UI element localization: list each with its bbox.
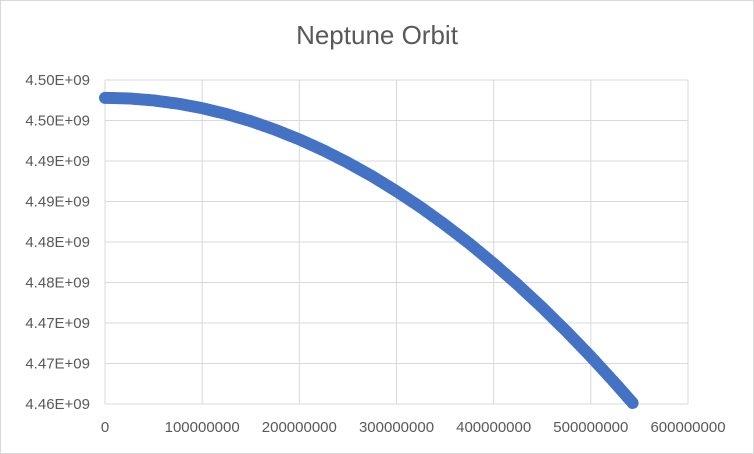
y-tick-label: 4.50E+09 [25,72,90,89]
y-tick-label: 4.49E+09 [25,153,90,170]
gridlines [104,79,689,405]
y-tick-label: 4.49E+09 [25,194,90,211]
y-tick-label: 4.47E+09 [25,315,90,332]
x-tick-label: 400000000 [456,419,531,436]
x-tick-label: 0 [101,419,109,436]
x-tick-label: 200000000 [262,419,337,436]
y-axis-tick-labels: 4.46E+09 4.47E+09 4.47E+09 4.48E+09 4.48E+09… [25,72,90,413]
y-tick-label: 4.48E+09 [25,234,90,251]
x-axis-tick-labels: 0 100000000 200000000 300000000 400000000 500… [101,419,726,436]
series-layer [99,91,639,409]
y-tick-label: 4.47E+09 [25,356,90,373]
x-tick-label: 500000000 [553,419,628,436]
y-tick-label: 4.48E+09 [25,275,90,292]
y-tick-label: 4.46E+09 [25,396,90,413]
x-tick-label: 600000000 [650,419,725,436]
chart-title: Neptune Orbit [296,20,458,50]
y-tick-label: 4.50E+09 [25,113,90,130]
x-tick-label: 100000000 [165,419,240,436]
series-marker [625,395,638,408]
x-tick-label: 300000000 [359,419,434,436]
